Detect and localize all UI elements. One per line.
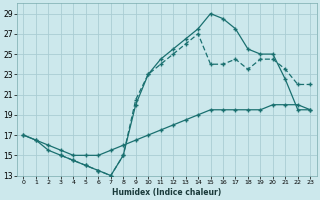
- X-axis label: Humidex (Indice chaleur): Humidex (Indice chaleur): [112, 188, 221, 197]
